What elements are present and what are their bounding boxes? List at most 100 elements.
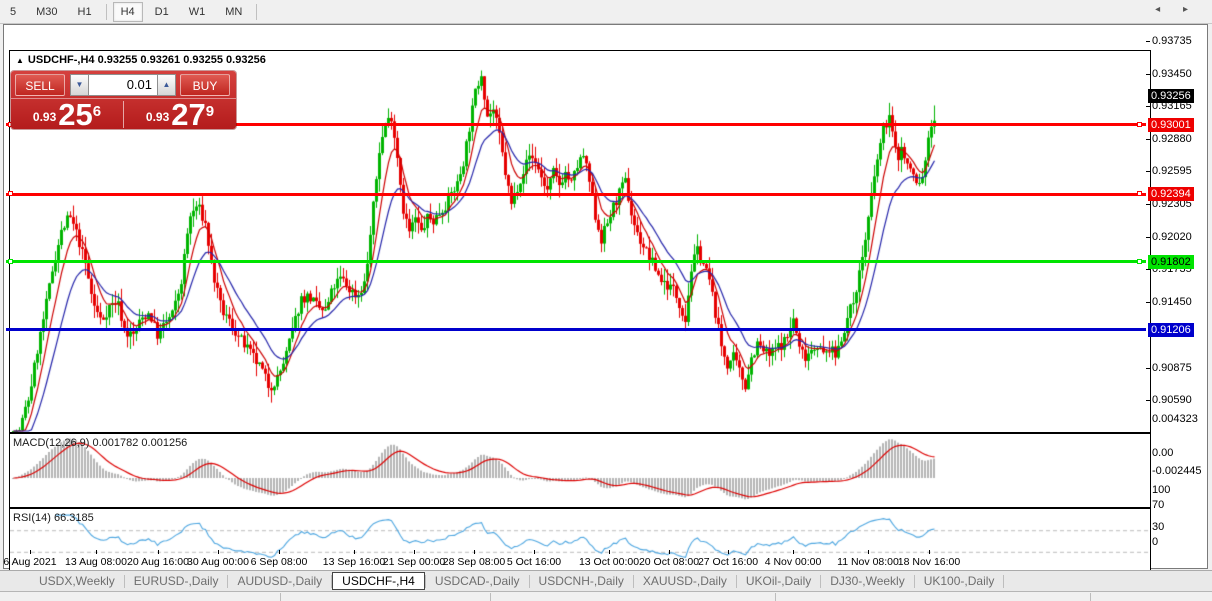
macd-axis-label: 0.004323 bbox=[1152, 413, 1198, 425]
price-tickmark bbox=[1146, 236, 1150, 238]
time-tickmark bbox=[96, 550, 97, 554]
rsi-label: RSI(14) 66.3185 bbox=[13, 512, 94, 524]
price-divider bbox=[123, 101, 124, 128]
time-tick-label: 6 Sep 08:00 bbox=[250, 556, 308, 568]
tab-usdx-weekly[interactable]: USDX,Weekly bbox=[39, 574, 115, 588]
price-tickmark bbox=[1146, 301, 1150, 303]
support-line-blue[interactable] bbox=[6, 328, 1146, 332]
price-tick-label: 0.92020 bbox=[1152, 230, 1192, 243]
status-divider bbox=[280, 593, 281, 601]
volume-stepper: ▼ ▲ bbox=[70, 73, 176, 96]
time-tick-label: 20 Aug 16:00 bbox=[127, 556, 189, 568]
line-end-marker[interactable] bbox=[1137, 258, 1142, 264]
macd-canvas[interactable] bbox=[10, 434, 1150, 507]
symbol-tab-bar: USDX,Weekly EURUSD-,Daily AUDUSD-,Daily USD… bbox=[0, 570, 1212, 591]
time-tickmark bbox=[474, 550, 475, 554]
time-tick-label: 13 Oct 00:00 bbox=[578, 556, 640, 568]
time-tickmark bbox=[218, 550, 219, 554]
price-tick-label: 0.93735 bbox=[1152, 35, 1192, 47]
timeframe-button-d1[interactable]: D1 bbox=[154, 5, 169, 18]
time-tickmark bbox=[929, 550, 930, 554]
price-tickmark bbox=[1146, 400, 1150, 402]
buy-price-display[interactable]: 0.93 27 9 bbox=[145, 97, 215, 132]
price-tick-label: 0.91450 bbox=[1152, 295, 1192, 308]
time-tick-label: 28 Sep 08:00 bbox=[442, 556, 506, 568]
chart-window: MACD(12,26,9) 0.001782 0.001256 RSI(14) … bbox=[3, 24, 1208, 575]
price-tickmark bbox=[1146, 138, 1150, 140]
status-bar bbox=[0, 591, 1212, 601]
tab-separator bbox=[331, 574, 333, 588]
tab-dj30-weekly[interactable]: DJ30-,Weekly bbox=[830, 574, 905, 588]
price-tickmark bbox=[1146, 106, 1150, 108]
buy-button[interactable]: BUY bbox=[180, 73, 230, 96]
sell-price-display[interactable]: 0.93 25 6 bbox=[32, 97, 102, 132]
time-tickmark bbox=[534, 550, 535, 554]
quote-header: ▲ USDCHF-,H4 0.93255 0.93261 0.93255 0.93… bbox=[16, 54, 266, 66]
time-tick-label: 30 Aug 00:00 bbox=[187, 556, 249, 568]
timeframe-button-h1[interactable]: H1 bbox=[77, 5, 92, 18]
tab-separator bbox=[820, 574, 822, 588]
tab-uk100-daily[interactable]: UK100-,Daily bbox=[923, 574, 995, 588]
time-tick-label: 11 Nov 08:00 bbox=[837, 556, 899, 568]
tab-separator bbox=[913, 574, 915, 588]
timeframe-button-h4[interactable]: H4 bbox=[112, 1, 143, 22]
tab-xauusd-daily[interactable]: XAUUSD-,Daily bbox=[642, 574, 727, 588]
price-tick-label: 0.93450 bbox=[1152, 67, 1192, 80]
collapse-triangle-icon[interactable]: ▲ bbox=[16, 56, 24, 65]
time-tick-label: 27 Oct 16:00 bbox=[697, 556, 759, 568]
time-tick-label: 20 Oct 08:00 bbox=[638, 556, 700, 568]
time-tickmark bbox=[158, 550, 159, 554]
time-tick-label: 4 Nov 00:00 bbox=[764, 556, 822, 568]
support-line-green[interactable] bbox=[6, 260, 1146, 264]
timeframe-button-m30[interactable]: M30 bbox=[36, 5, 58, 18]
timeframe-button-w1[interactable]: W1 bbox=[188, 5, 206, 18]
line-end-marker[interactable] bbox=[8, 258, 13, 264]
price-tickmark bbox=[1146, 73, 1150, 75]
tab-usdcad-daily[interactable]: USDCAD-,Daily bbox=[434, 574, 520, 588]
volume-input[interactable] bbox=[89, 73, 157, 96]
timeframe-button-mn[interactable]: MN bbox=[225, 5, 243, 18]
time-tickmark bbox=[279, 550, 280, 554]
support-blue-price-box: 0.91206 bbox=[1148, 322, 1194, 337]
tab-usdcnh-daily[interactable]: USDCNH-,Daily bbox=[538, 574, 624, 588]
time-tickmark bbox=[868, 550, 869, 554]
rsi-axis-label: 70 bbox=[1152, 499, 1165, 511]
resistance-line-2[interactable] bbox=[6, 192, 1146, 196]
tab-ukoil-daily[interactable]: UKOil-,Daily bbox=[745, 574, 812, 588]
line-end-marker[interactable] bbox=[1137, 191, 1142, 197]
timeframe-button-5[interactable]: 5 bbox=[10, 5, 17, 18]
volume-increase-button[interactable]: ▲ bbox=[157, 73, 176, 96]
rsi-axis-label: 0 bbox=[1152, 536, 1159, 548]
price-tick-label: 0.92305 bbox=[1152, 198, 1192, 211]
time-tickmark bbox=[354, 550, 355, 554]
price-tickmark bbox=[1146, 41, 1150, 42]
line-end-marker[interactable] bbox=[8, 191, 13, 197]
rsi-axis-label: 30 bbox=[1152, 521, 1165, 533]
line-end-marker[interactable] bbox=[1137, 121, 1142, 127]
time-tick-label: 6 Aug 2021 bbox=[3, 556, 57, 568]
macd-axis-label: 0.00 bbox=[1152, 447, 1174, 459]
volume-decrease-button[interactable]: ▼ bbox=[70, 73, 89, 96]
tab-separator bbox=[528, 574, 530, 588]
tab-audusd-daily[interactable]: AUDUSD-,Daily bbox=[237, 574, 323, 588]
tab-scroll-arrows[interactable]: ◂ ▸ bbox=[1155, 4, 1198, 15]
price-tick-label: 0.90875 bbox=[1152, 361, 1192, 374]
current-price-box: 0.93256 bbox=[1148, 88, 1194, 103]
timeframe-toolbar: 5 M30 H1 H4 D1 W1 MN bbox=[0, 0, 1212, 24]
resistance-line-1[interactable] bbox=[6, 123, 1146, 127]
rsi-canvas[interactable] bbox=[10, 509, 1150, 574]
time-tickmark bbox=[609, 550, 610, 554]
tab-separator bbox=[227, 574, 229, 588]
sell-button[interactable]: SELL bbox=[15, 73, 65, 96]
time-tickmark bbox=[414, 550, 415, 554]
status-divider bbox=[1090, 593, 1091, 601]
time-tick-label: 18 Nov 16:00 bbox=[897, 556, 961, 568]
time-tick-label: 21 Sep 00:00 bbox=[382, 556, 446, 568]
toolbar-separator bbox=[256, 3, 258, 20]
tab-usdchf-h4[interactable]: USDCHF-,H4 bbox=[332, 572, 425, 590]
time-tickmark bbox=[669, 550, 670, 554]
tab-separator bbox=[735, 574, 737, 588]
tab-eurusd-daily[interactable]: EURUSD-,Daily bbox=[133, 574, 219, 588]
